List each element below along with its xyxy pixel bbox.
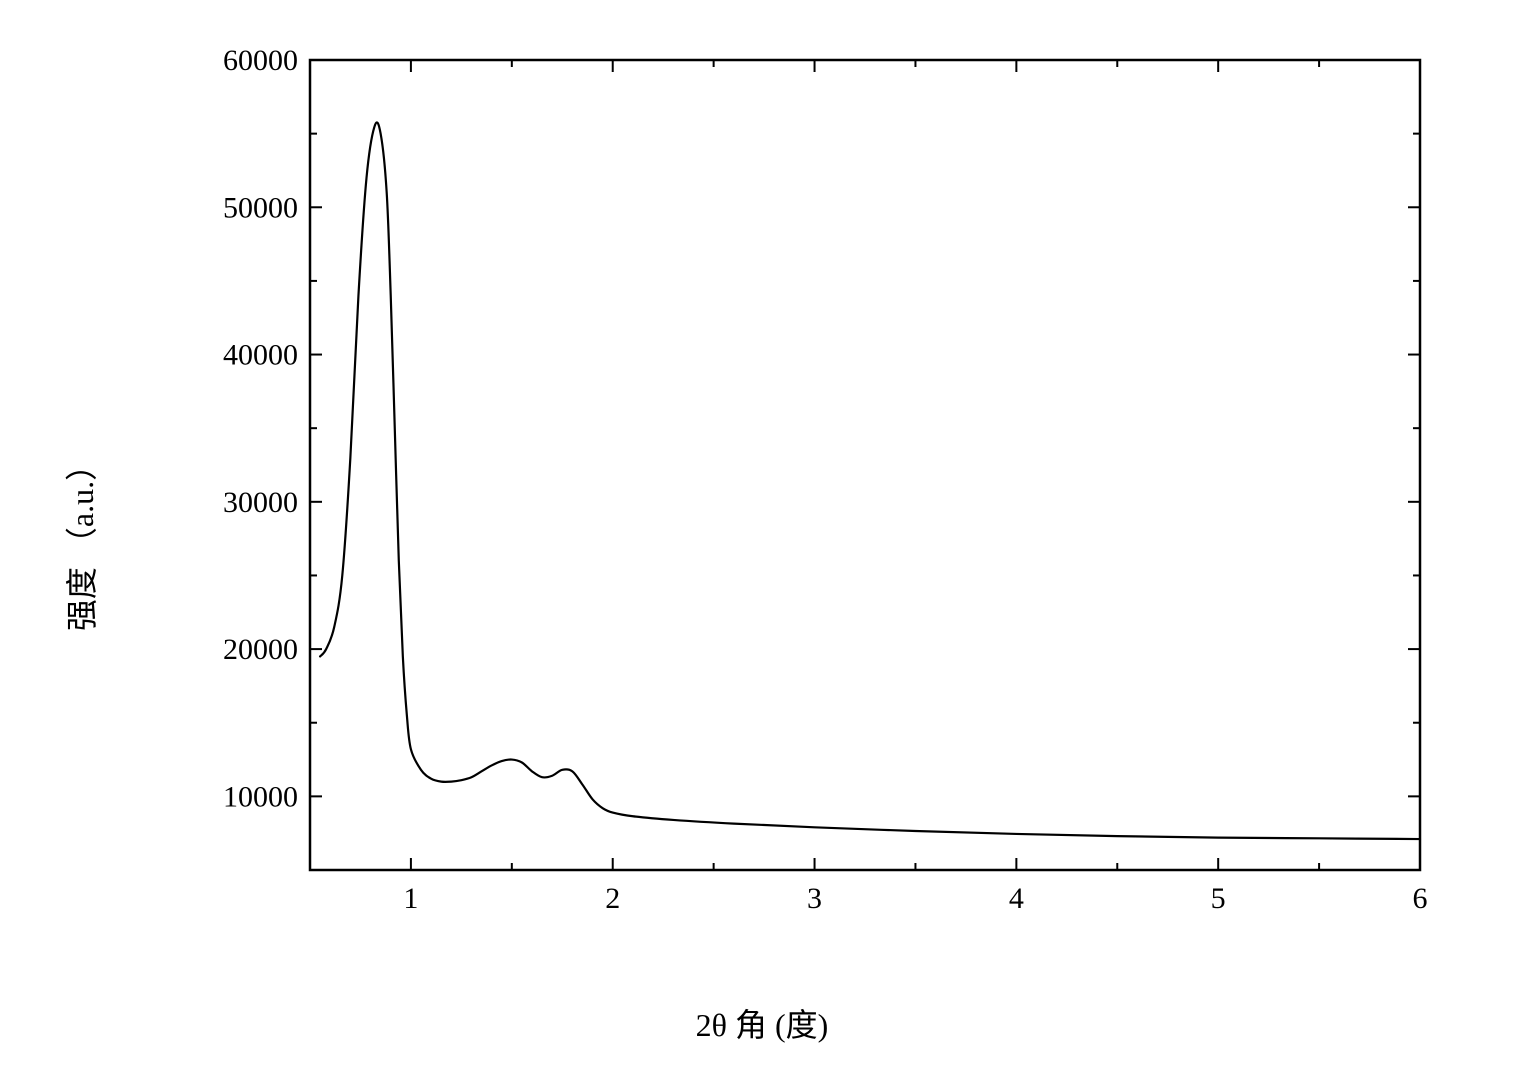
svg-text:2: 2 — [605, 882, 620, 915]
svg-text:6: 6 — [1413, 882, 1428, 915]
xrd-chart: 强度 （a.u.） 1 2 3 4 5 6 10000 20000 30000 40000 5000… — [60, 30, 1464, 1050]
x-axis-label-text: 2θ 角 (度) — [696, 1007, 829, 1043]
plot-svg: 1 2 3 4 5 6 10000 20000 30000 40000 50000 60000 — [210, 50, 1430, 950]
x-axis-label: 2θ 角 (度) — [696, 1000, 829, 1046]
svg-text:5: 5 — [1211, 882, 1226, 915]
svg-text:60000: 60000 — [223, 50, 298, 77]
svg-text:4: 4 — [1009, 882, 1024, 915]
svg-text:1: 1 — [403, 882, 418, 915]
y-axis-label-text: 强度 （a.u.） — [64, 449, 100, 631]
y-axis-label: 强度 （a.u.） — [57, 449, 103, 631]
svg-text:20000: 20000 — [223, 633, 298, 666]
svg-text:3: 3 — [807, 882, 822, 915]
svg-text:40000: 40000 — [223, 339, 298, 372]
svg-text:10000: 10000 — [223, 780, 298, 813]
svg-text:30000: 30000 — [223, 486, 298, 519]
svg-text:50000: 50000 — [223, 191, 298, 224]
plot-area: 1 2 3 4 5 6 10000 20000 30000 40000 50000 60000 — [210, 50, 1430, 950]
